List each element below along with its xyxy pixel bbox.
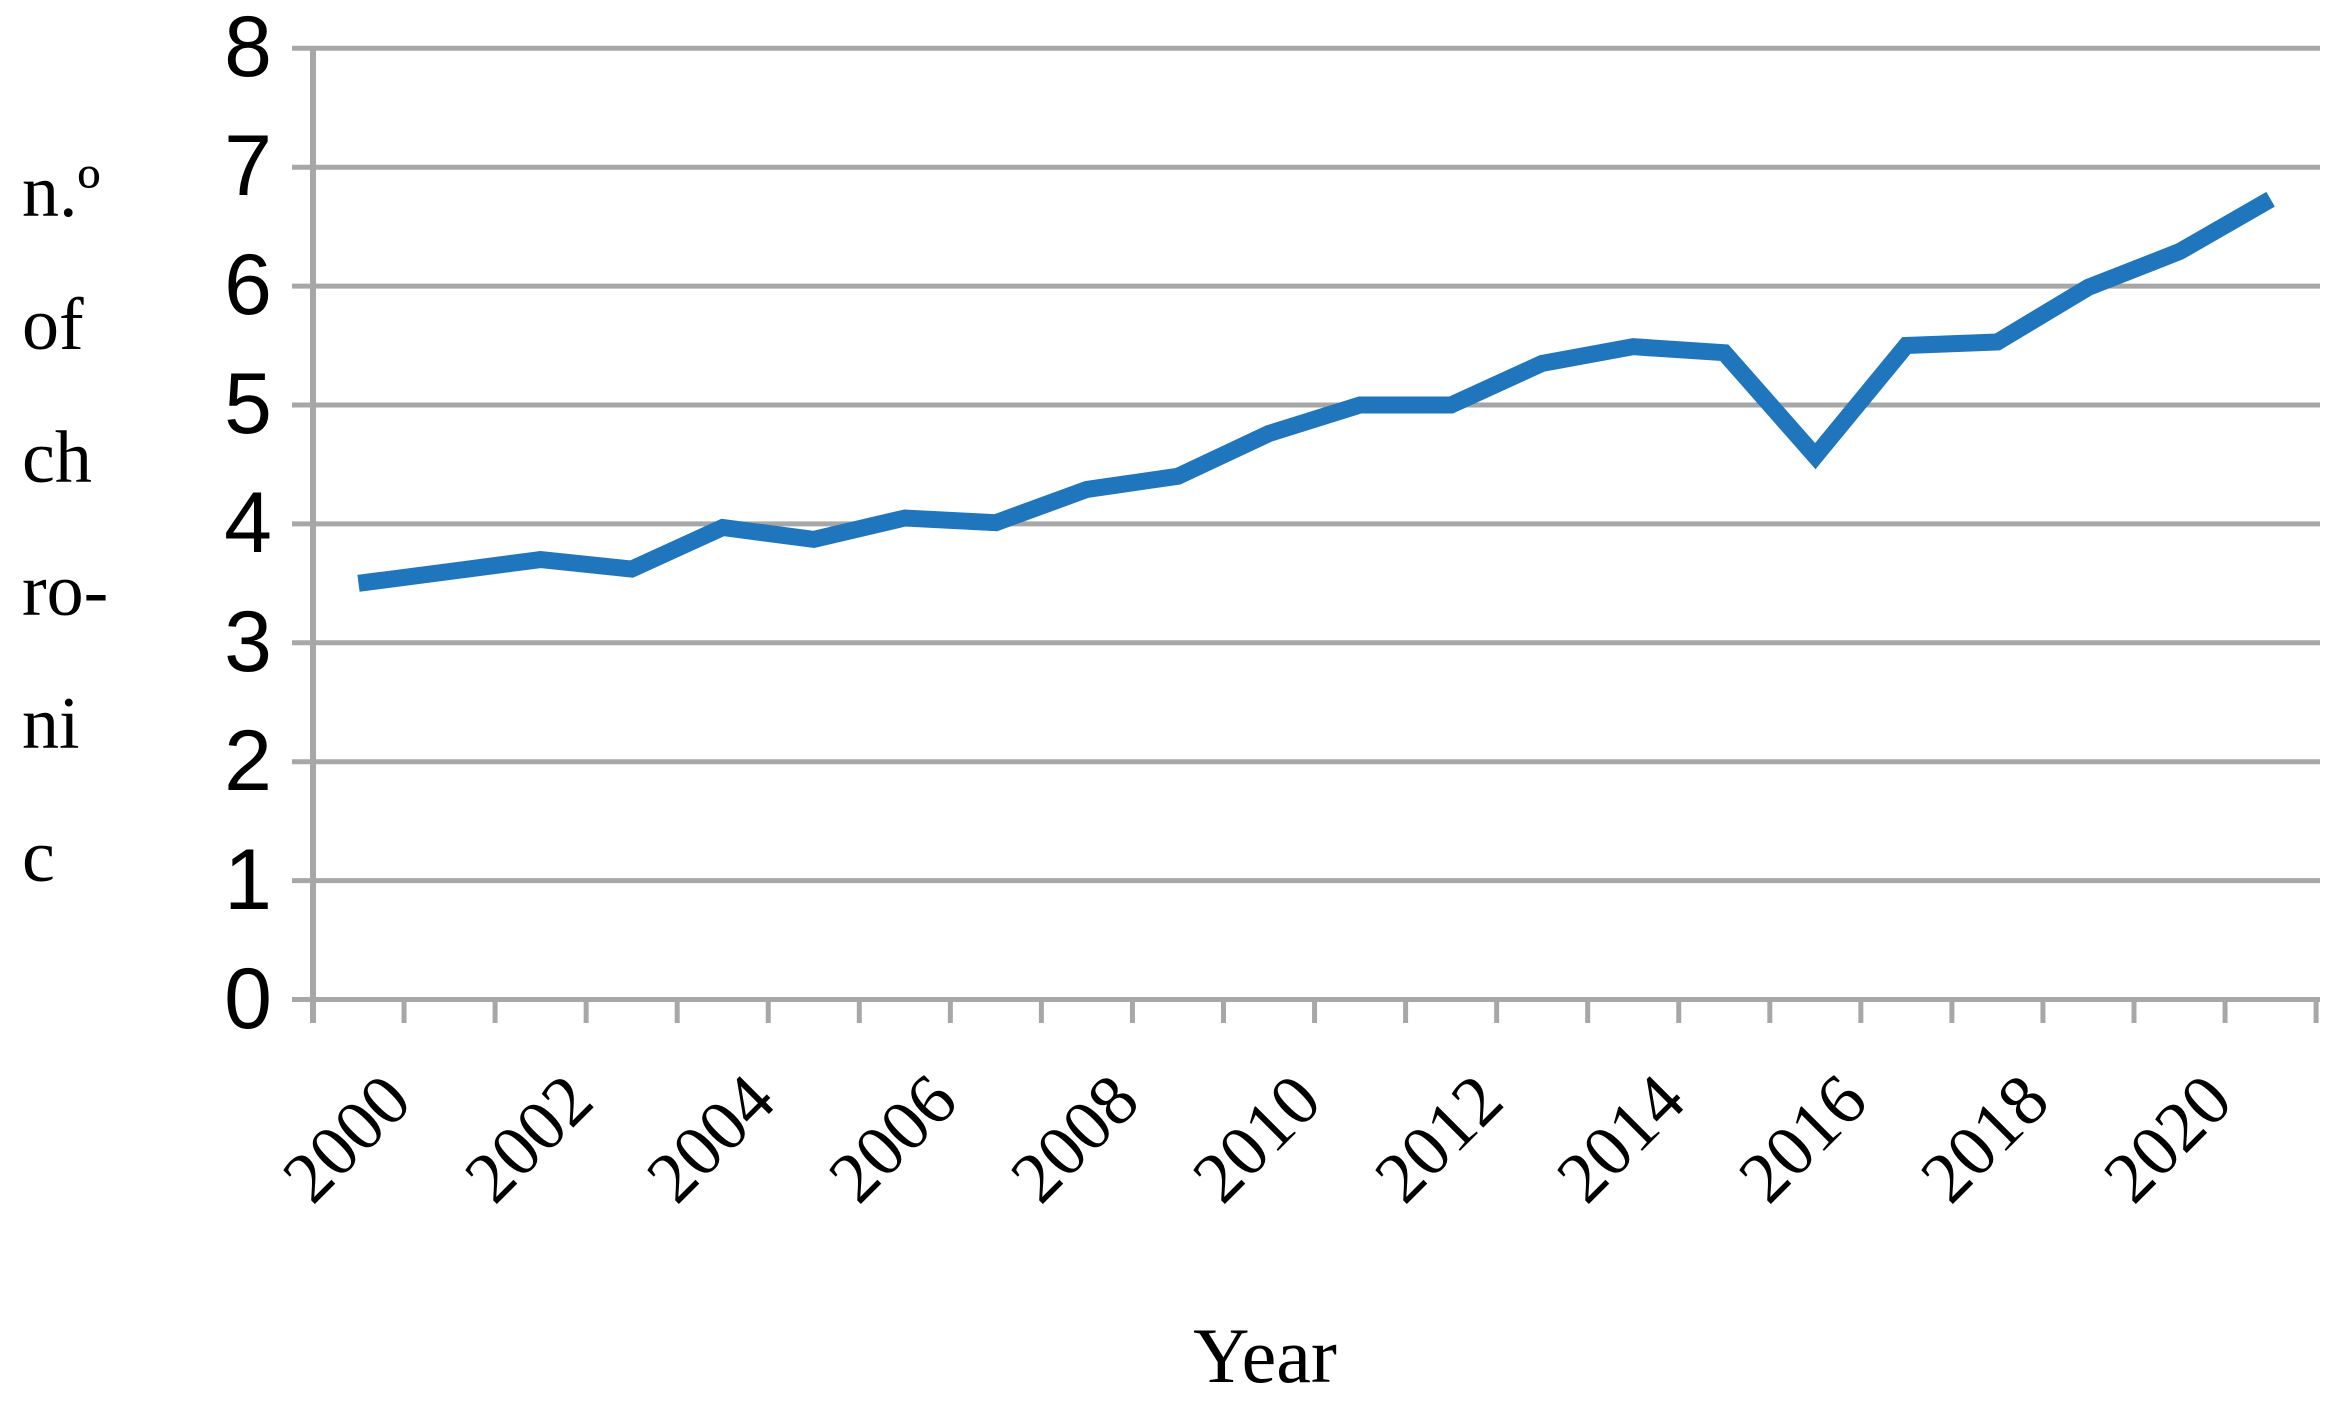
data-line (357, 191, 2275, 592)
y-tick-label: 0 (224, 950, 272, 1047)
y-tick-label: 4 (224, 474, 272, 571)
y-tick-label: 5 (224, 356, 272, 452)
y-tick-label: 6 (224, 237, 272, 334)
y-tick-label: 8 (224, 0, 272, 96)
y-axis-title-line: ch (22, 417, 92, 499)
y-axis-title: n.º of ch ro- ni c (22, 126, 172, 924)
y-tick-label: 7 (224, 118, 272, 215)
x-axis-title: Year (1193, 1312, 1337, 1399)
y-axis-title-line: of (22, 284, 84, 366)
y-tick-label: 2 (224, 712, 272, 809)
y-axis-title-line: n.º (22, 151, 101, 233)
y-tick-label: 1 (224, 831, 272, 928)
y-axis-title-line: c (22, 816, 55, 898)
y-axis-title-line: ni (22, 683, 80, 765)
y-axis-title-line: ro- (22, 550, 109, 632)
y-tick-label: 3 (224, 593, 272, 690)
